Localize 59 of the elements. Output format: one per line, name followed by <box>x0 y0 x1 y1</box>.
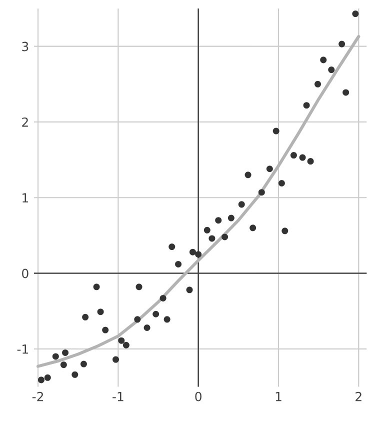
x-tick-label: -1 <box>112 392 124 402</box>
point <box>175 260 182 268</box>
point <box>307 158 314 165</box>
point <box>278 180 285 187</box>
point <box>244 172 252 178</box>
y-tick-label: 2 <box>22 117 28 127</box>
point <box>328 66 335 74</box>
point <box>258 189 265 196</box>
line-series <box>36 34 360 368</box>
x-tick-label: -2 <box>32 392 44 402</box>
point <box>164 316 170 323</box>
point <box>168 244 176 250</box>
point <box>228 214 234 222</box>
point <box>82 314 89 320</box>
point <box>272 128 280 134</box>
point <box>215 217 222 224</box>
point <box>204 226 210 234</box>
point <box>195 251 202 258</box>
point <box>250 224 256 232</box>
point <box>102 326 109 334</box>
point <box>208 235 216 242</box>
point <box>118 337 125 344</box>
point <box>320 56 327 64</box>
x-tick-label: 2 <box>356 392 362 402</box>
point <box>189 248 196 256</box>
point <box>112 356 120 363</box>
y-tick-label: 1 <box>22 193 28 202</box>
x-tick-label: 0 <box>195 392 202 402</box>
point <box>144 324 150 331</box>
point <box>160 294 166 302</box>
point <box>282 228 288 234</box>
point <box>266 166 273 172</box>
point <box>314 80 322 88</box>
y-tick-label: -1 <box>17 344 28 354</box>
point <box>122 342 130 348</box>
point <box>186 286 193 294</box>
point <box>303 102 310 109</box>
point <box>62 349 69 356</box>
point <box>38 376 44 384</box>
y-tick-label: 3 <box>22 42 28 52</box>
point <box>52 353 59 360</box>
point <box>299 154 306 161</box>
point <box>238 201 245 208</box>
point <box>80 360 87 368</box>
point <box>93 284 100 290</box>
point <box>72 371 78 378</box>
y-tick-label: 0 <box>22 268 28 278</box>
point <box>342 89 350 96</box>
point <box>338 40 346 48</box>
point <box>60 362 67 368</box>
point <box>152 310 160 318</box>
point <box>222 234 228 240</box>
point <box>97 308 104 316</box>
point <box>290 152 297 159</box>
x-tick-label: 1 <box>276 392 282 402</box>
point <box>352 10 359 18</box>
point <box>136 284 142 290</box>
point <box>44 374 51 381</box>
point <box>134 316 141 323</box>
